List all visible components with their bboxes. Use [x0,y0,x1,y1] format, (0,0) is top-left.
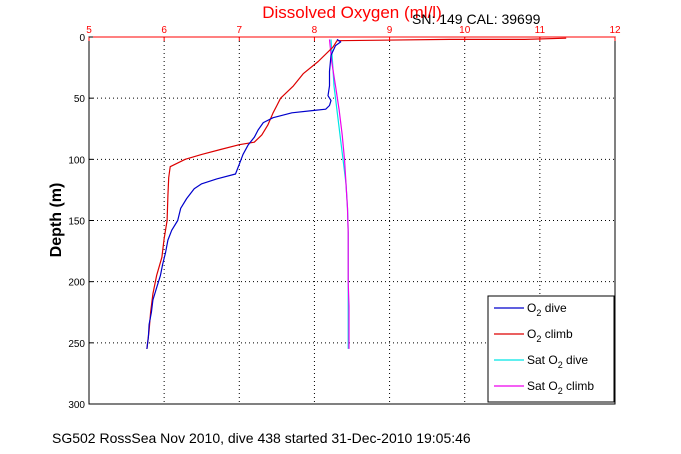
y-tick-label: 250 [68,339,85,350]
y-tick-label: 0 [79,33,85,44]
legend: O2 dive O2 climb Sat O2 dive Sat O2 climb [487,295,615,403]
x-tick-label: 11 [535,25,546,36]
x-tick-label: 6 [161,25,167,36]
series-line-o2-climb [146,37,567,349]
legend-label: Sat O2 climb [527,379,594,396]
y-tick-label: 100 [68,155,85,166]
x-tick-label: 12 [609,25,621,36]
y-tick-label: 50 [74,94,86,105]
y-tick-label: 150 [68,217,85,228]
legend-label: O2 dive [527,301,567,318]
x-tick-label: 10 [459,25,471,36]
chart-subtitle: SN: 149 CAL: 39699 [412,11,541,27]
chart-title: Dissolved Oxygen (ml/l) [262,3,442,22]
x-tick-label: 5 [86,25,92,36]
y-tick-label: 300 [68,400,85,411]
x-axis-ticks: 5 6 7 8 9 10 11 12 [86,25,621,41]
x-tick-label: 8 [312,25,318,36]
y-tick-label: 200 [68,278,85,289]
y-axis-ticks: 0 50 100 150 200 250 300 [68,33,93,411]
series-line-o2-dive [146,38,342,349]
series-layer [146,37,567,349]
x-tick-label: 7 [237,25,243,36]
legend-box [487,295,615,403]
chart-footer: SG502 RossSea Nov 2010, dive 438 started… [52,430,471,446]
legend-label: Sat O2 dive [527,353,588,370]
x-tick-label: 9 [387,25,393,36]
y-axis-label: Depth (m) [48,183,65,258]
legend-label: O2 climb [527,327,573,344]
series-line-sat-o2-dive [330,39,349,349]
series-line-sat-o2-climb [328,39,350,349]
